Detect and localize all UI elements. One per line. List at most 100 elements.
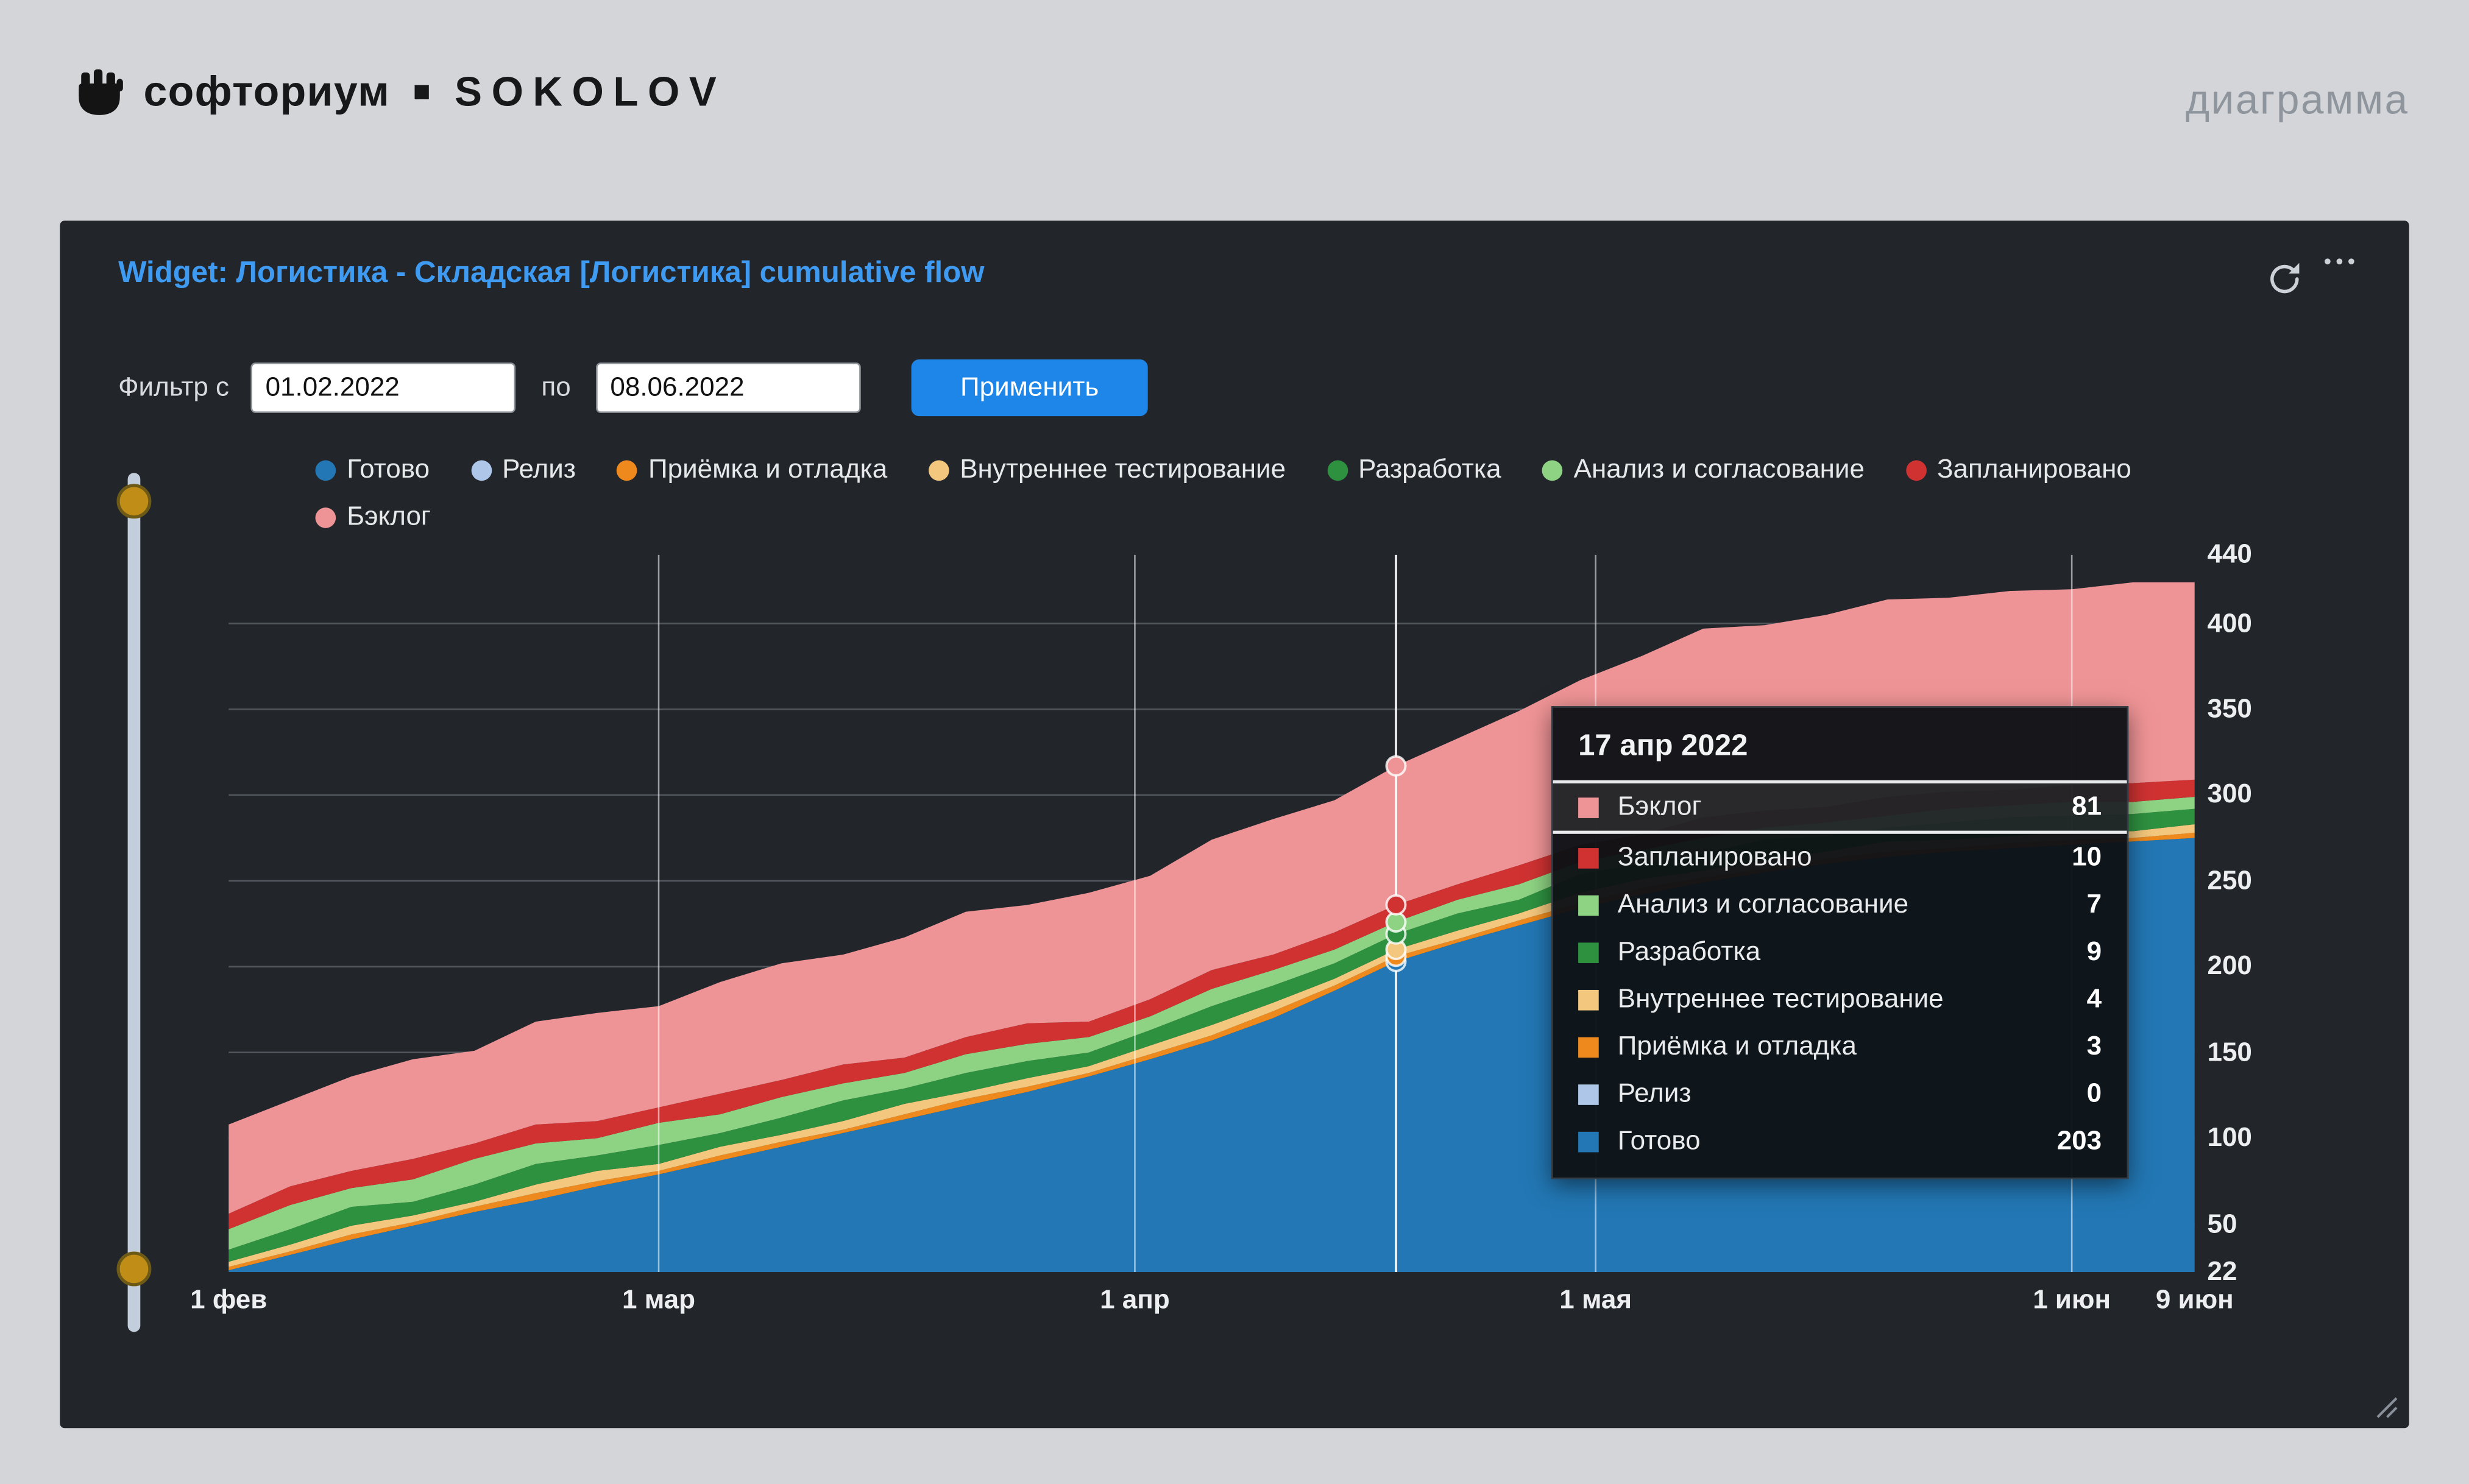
legend-color-dot: [315, 506, 336, 528]
x-tick-label: 1 мая: [1559, 1284, 1632, 1315]
tooltip-row: Релиз 0: [1553, 1070, 2127, 1118]
tooltip-color-square: [1578, 796, 1599, 818]
tooltip-color-square: [1578, 942, 1599, 963]
y-tick-label: 440: [2207, 539, 2252, 570]
tooltip-date: 17 апр 2022: [1578, 730, 1748, 763]
chart-tooltip: 17 апр 2022 Бэклог 81 Запланировано 10 Анали…: [1551, 706, 2129, 1179]
legend-color-dot: [1327, 459, 1348, 480]
tooltip-series-value: 4: [2086, 983, 2102, 1014]
tooltip-series-value: 81: [2072, 791, 2102, 822]
widget-title: Widget: Логистика - Складская [Логистика…: [118, 256, 985, 291]
legend-label: Внутреннее тестирование: [960, 454, 1286, 484]
vertical-zoom-slider-handle-bottom[interactable]: [116, 1251, 152, 1287]
tooltip-series-name: Анализ и согласование: [1617, 889, 1909, 919]
apply-button[interactable]: Применить: [911, 359, 1148, 417]
tooltip-color-square: [1578, 989, 1599, 1010]
legend-item-4[interactable]: Разработка: [1327, 454, 1501, 486]
tooltip-row: Готово 203: [1553, 1118, 2127, 1165]
tooltip-color-square: [1578, 1083, 1599, 1104]
brand-separator: [415, 84, 430, 99]
tooltip-series-name: Разработка: [1617, 936, 1761, 967]
tooltip-series-name: Бэклог: [1617, 791, 1702, 822]
tooltip-row: Внутреннее тестирование 4: [1553, 976, 2127, 1023]
vertical-zoom-slider-handle-top[interactable]: [116, 484, 152, 519]
y-tick-label: 100: [2207, 1122, 2252, 1153]
y-tick-label: 150: [2207, 1036, 2252, 1067]
legend-label: Приёмка и отладка: [648, 454, 888, 484]
tooltip-color-square: [1578, 847, 1599, 868]
tooltip-row: Бэклог 81: [1553, 780, 2127, 834]
page-label: диаграмма: [2185, 76, 2409, 123]
tooltip-row: Анализ и согласование 7: [1553, 881, 2127, 928]
tooltip-series-name: Внутреннее тестирование: [1617, 983, 1944, 1014]
fist-logo-icon: [79, 69, 123, 115]
filter-to-label: по: [541, 372, 571, 402]
legend-item-6[interactable]: Запланировано: [1905, 454, 2131, 486]
tooltip-row: Разработка 9: [1553, 928, 2127, 976]
legend-item-7[interactable]: Бэклог: [315, 501, 431, 533]
legend-label: Анализ и согласование: [1573, 454, 1865, 484]
legend-color-dot: [928, 459, 949, 480]
tooltip-row: Запланировано 10: [1553, 834, 2127, 882]
legend-color-dot: [470, 459, 492, 480]
legend-item-1[interactable]: Релиз: [470, 454, 576, 486]
top-bar: софториум SOKOLOV диаграмма: [0, 0, 2469, 189]
legend-label: Готово: [347, 454, 430, 484]
y-axis: 22 50 100 150 200 250 300 350 400 440: [2207, 539, 2302, 1286]
widget-panel: Widget: Логистика - Складская [Логистика…: [60, 221, 2409, 1429]
tooltip-series-name: Запланировано: [1617, 841, 1812, 872]
vertical-zoom-slider-track[interactable]: [127, 473, 141, 1332]
y-tick-label: 350: [2207, 693, 2252, 724]
legend-item-3[interactable]: Внутреннее тестирование: [928, 454, 1286, 486]
legend-item-0[interactable]: Готово: [315, 454, 430, 486]
legend-label: Разработка: [1358, 454, 1501, 484]
tooltip-series-value: 7: [2086, 889, 2102, 919]
brand-partner: SOKOLOV: [455, 66, 726, 115]
x-axis: 1 фев 1 мар 1 апр 1 мая 1 июн 9 июн: [190, 1284, 2234, 1323]
filter-from-label: Фильтр с: [118, 372, 230, 402]
y-tick-label: 200: [2207, 950, 2252, 981]
y-tick-label: 250: [2207, 865, 2252, 896]
tooltip-series-value: 203: [2056, 1125, 2102, 1156]
tooltip-row: Приёмка и отладка 3: [1553, 1023, 2127, 1070]
tooltip-series-name: Релиз: [1617, 1078, 1691, 1109]
filter-row: Фильтр с по Применить: [118, 359, 1148, 417]
tooltip-series-value: 9: [2086, 936, 2102, 967]
brand: софториум SOKOLOV: [74, 66, 726, 117]
legend-color-dot: [1542, 459, 1563, 480]
legend-label: Запланировано: [1936, 454, 2131, 484]
x-tick-label: 9 июн: [2155, 1284, 2234, 1315]
tooltip-color-square: [1578, 1036, 1599, 1057]
legend-label: Релиз: [502, 454, 576, 484]
legend: Готово Релиз Приёмка и отладка Внутреннее т…: [315, 454, 2184, 533]
y-tick-label: 300: [2207, 779, 2252, 810]
legend-item-5[interactable]: Анализ и согласование: [1542, 454, 1865, 486]
date-from-input[interactable]: [251, 362, 517, 413]
legend-item-2[interactable]: Приёмка и отладка: [617, 454, 887, 486]
x-tick-label: 1 апр: [1100, 1284, 1170, 1315]
tooltip-series-name: Приёмка и отладка: [1617, 1031, 1857, 1061]
legend-color-dot: [617, 459, 637, 480]
more-menu-icon[interactable]: •••: [2323, 249, 2360, 273]
refresh-icon[interactable]: [2264, 258, 2305, 299]
x-tick-label: 1 мар: [622, 1284, 696, 1315]
x-tick-label: 1 июн: [2033, 1284, 2111, 1315]
tooltip-rows: Бэклог 81 Запланировано 10 Анализ и согласов…: [1553, 780, 2127, 1165]
tooltip-series-value: 10: [2072, 841, 2102, 872]
y-tick-label: 400: [2207, 607, 2252, 638]
tooltip-series-name: Готово: [1617, 1125, 1701, 1156]
date-to-input[interactable]: [596, 362, 861, 413]
legend-label: Бэклог: [347, 501, 431, 531]
resize-handle-icon[interactable]: [2375, 1395, 2398, 1419]
legend-color-dot: [315, 459, 336, 480]
legend-color-dot: [1905, 459, 1926, 480]
y-tick-label: 22: [2207, 1256, 2237, 1287]
y-tick-label: 50: [2207, 1208, 2237, 1238]
tooltip-color-square: [1578, 894, 1599, 916]
x-tick-label: 1 фев: [190, 1284, 267, 1315]
brand-name: софториум: [143, 66, 391, 115]
tooltip-series-value: 0: [2086, 1078, 2102, 1109]
tooltip-color-square: [1578, 1131, 1599, 1152]
tooltip-series-value: 3: [2086, 1031, 2102, 1061]
